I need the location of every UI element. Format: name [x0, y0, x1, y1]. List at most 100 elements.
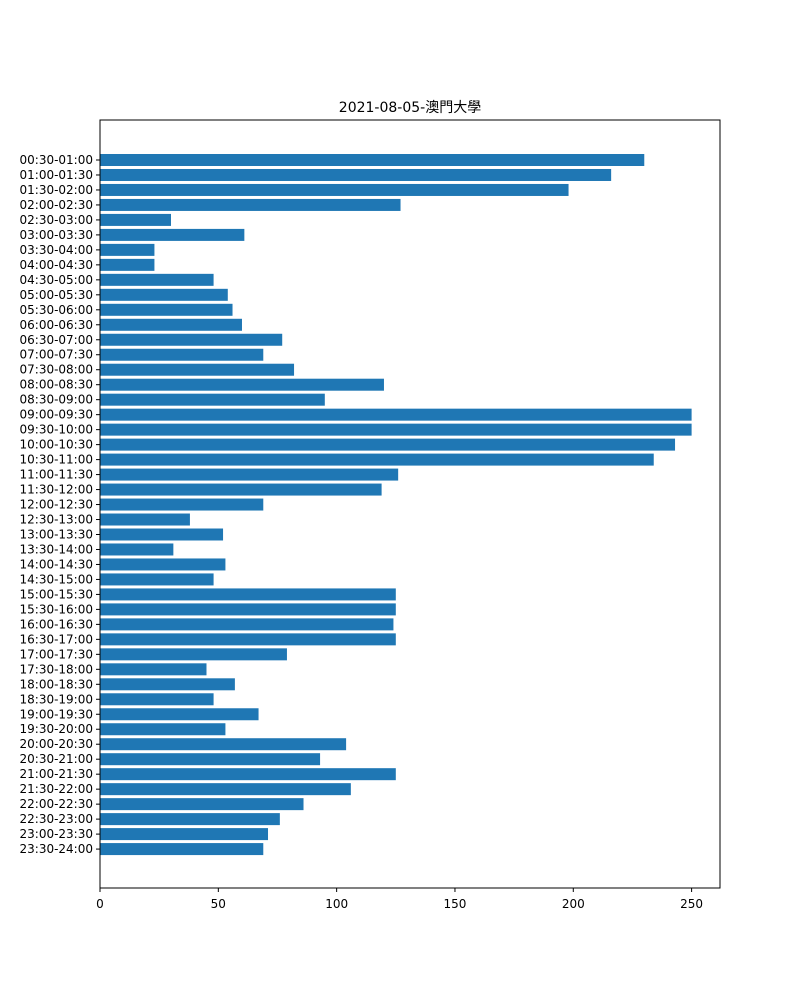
y-tick-label: 06:30-07:00	[20, 333, 94, 347]
bar	[100, 318, 242, 331]
x-axis-ticks: 0 50 100 150 200 250	[96, 888, 703, 911]
y-tick-label: 15:00-15:30	[20, 587, 94, 601]
y-tick-label: 22:00-22:30	[20, 797, 94, 811]
bar	[100, 618, 394, 631]
y-tick-label: 08:00-08:30	[20, 378, 94, 392]
x-tick-label: 100	[325, 897, 348, 911]
y-tick-label: 19:30-20:00	[20, 722, 94, 736]
bar	[100, 438, 676, 451]
bar	[100, 273, 214, 286]
bar	[100, 693, 214, 706]
bar	[100, 813, 280, 826]
y-tick-label: 20:30-21:00	[20, 752, 94, 766]
bar	[100, 228, 245, 241]
bar	[100, 708, 259, 721]
chart-title: 2021-08-05-澳門大學	[339, 100, 481, 116]
x-tick-label: 50	[211, 897, 226, 911]
y-tick-label: 03:00-03:30	[20, 228, 94, 242]
bar	[100, 528, 224, 541]
bar	[100, 768, 396, 781]
axes-frame	[99, 119, 721, 889]
y-tick-label: 21:00-21:30	[20, 767, 94, 781]
y-tick-label: 04:00-04:30	[20, 258, 94, 272]
bar	[100, 723, 226, 736]
y-tick-label: 13:30-14:00	[20, 542, 94, 556]
y-tick-label: 14:00-14:30	[20, 557, 94, 571]
bar	[100, 603, 396, 616]
y-tick-label: 19:00-19:30	[20, 707, 94, 721]
y-tick-label: 16:00-16:30	[20, 617, 94, 631]
bar	[100, 513, 190, 526]
bar	[100, 753, 321, 766]
bar	[100, 393, 325, 406]
y-tick-label: 03:30-04:00	[20, 243, 94, 257]
x-tick-label: 0	[96, 897, 104, 911]
bar	[100, 543, 174, 556]
bar	[100, 798, 304, 811]
y-tick-label: 01:00-01:30	[20, 168, 94, 182]
bar	[100, 588, 396, 601]
y-tick-label: 22:30-23:00	[20, 812, 94, 826]
y-tick-label: 11:30-12:00	[20, 483, 94, 497]
bar	[100, 363, 295, 376]
bar	[100, 213, 171, 226]
bar	[100, 333, 283, 346]
y-tick-label: 17:00-17:30	[20, 647, 94, 661]
bar	[100, 453, 654, 466]
y-tick-label: 12:00-12:30	[20, 498, 94, 512]
bar	[100, 678, 235, 691]
x-tick-label: 250	[680, 897, 703, 911]
y-tick-label: 01:30-02:00	[20, 183, 94, 197]
y-tick-label: 15:30-16:00	[20, 602, 94, 616]
bar	[100, 258, 155, 271]
bar	[100, 348, 264, 361]
x-tick-label: 200	[562, 897, 585, 911]
bar	[100, 198, 401, 211]
y-tick-label: 17:30-18:00	[20, 662, 94, 676]
bar	[100, 483, 382, 496]
y-tick-label: 06:00-06:30	[20, 318, 94, 332]
bar	[100, 498, 264, 511]
bar	[100, 243, 155, 256]
bar	[100, 663, 207, 676]
bar	[100, 378, 384, 391]
bar	[100, 288, 228, 301]
bar	[100, 843, 264, 856]
bar	[100, 648, 287, 661]
y-tick-label: 18:30-19:00	[20, 692, 94, 706]
bar	[100, 168, 612, 181]
bar	[100, 468, 399, 481]
bar	[100, 828, 269, 841]
bar	[100, 408, 692, 421]
y-axis-ticks: 00:30-01:0001:00-01:3001:30-02:0002:00-0…	[20, 153, 100, 856]
y-tick-label: 05:00-05:30	[20, 288, 94, 302]
y-tick-label: 10:30-11:00	[20, 453, 94, 467]
y-tick-label: 02:00-02:30	[20, 198, 94, 212]
y-tick-label: 10:00-10:30	[20, 438, 94, 452]
y-tick-label: 02:30-03:00	[20, 213, 94, 227]
y-tick-label: 18:00-18:30	[20, 677, 94, 691]
bar	[100, 573, 214, 586]
bar	[100, 183, 569, 196]
bar	[100, 738, 347, 751]
y-tick-label: 04:30-05:00	[20, 273, 94, 287]
y-tick-label: 07:30-08:00	[20, 363, 94, 377]
y-tick-label: 13:00-13:30	[20, 528, 94, 542]
bar	[100, 633, 396, 646]
y-tick-label: 23:00-23:30	[20, 827, 94, 841]
y-tick-label: 07:00-07:30	[20, 348, 94, 362]
x-tick-label: 150	[444, 897, 467, 911]
y-tick-label: 23:30-24:00	[20, 842, 94, 856]
y-tick-label: 08:30-09:00	[20, 393, 94, 407]
bar	[100, 423, 692, 436]
y-tick-label: 09:00-09:30	[20, 408, 94, 422]
y-tick-label: 11:00-11:30	[20, 468, 94, 482]
bar	[100, 558, 226, 571]
y-tick-label: 14:30-15:00	[20, 572, 94, 586]
y-tick-label: 05:30-06:00	[20, 303, 94, 317]
bar	[100, 303, 233, 316]
bars-group	[100, 154, 692, 856]
y-tick-label: 20:00-20:30	[20, 737, 94, 751]
